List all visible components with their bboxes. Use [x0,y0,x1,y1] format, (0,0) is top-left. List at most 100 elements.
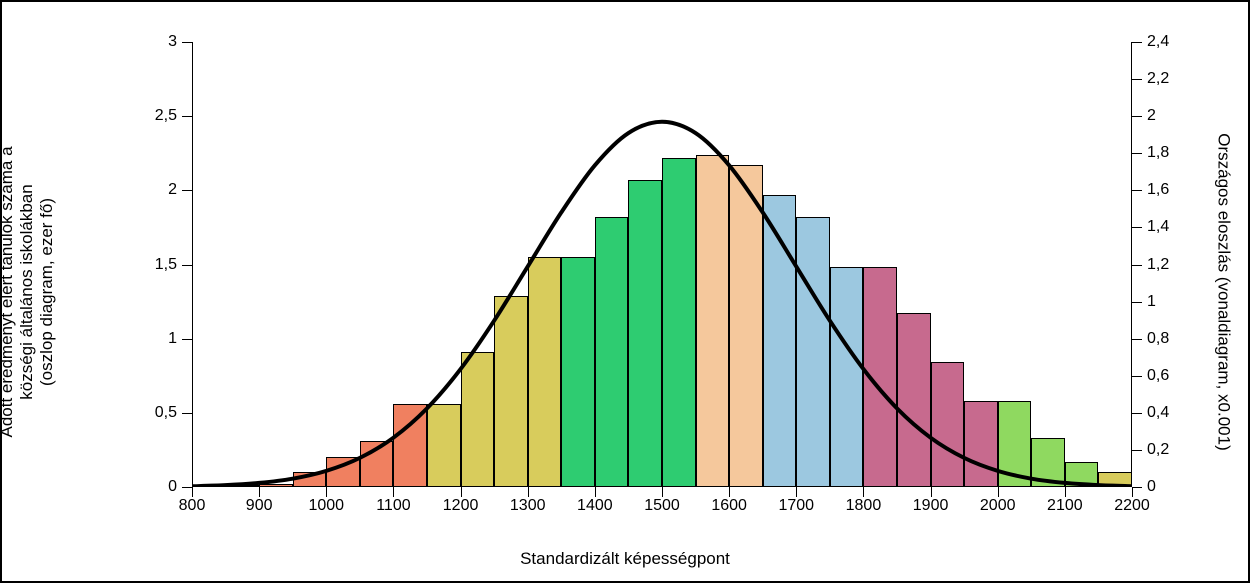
bar [1065,462,1099,487]
chart-container: 800 900 1000 1100 1200 1300 1400 1500 1600 1700 18… [0,0,1250,583]
x-tick-label: 800 [179,497,206,515]
plot-area: 8009001000110012001300140015001600170018… [192,42,1132,487]
bar [561,257,595,487]
bar [863,267,897,487]
y-right-tick-label: 1,4 [1147,218,1169,236]
bar [326,457,360,487]
x-tick-label: 1500 [644,497,680,515]
bar [259,484,293,487]
y-left-tick [182,487,192,488]
y-right-tick [1132,116,1142,117]
x-tick [595,487,596,497]
bar [830,267,864,487]
y-right-tick-label: 1,2 [1147,256,1169,274]
y-right-tick-label: 1 [1147,293,1156,311]
bar [662,158,696,487]
x-tick-label: 1400 [577,497,613,515]
bar [393,404,427,487]
y-left-tick [182,116,192,117]
y-left-tick [182,339,192,340]
y-right-tick [1132,376,1142,377]
y-left-tick [182,190,192,191]
bar [763,195,797,487]
bar [528,257,562,487]
bar [360,441,394,487]
x-tick-label: 2000 [980,497,1016,515]
y-right-tick-label: 0,4 [1147,404,1169,422]
x-tick-label: 1000 [308,497,344,515]
y-left-tick [182,265,192,266]
y-left-tick-label: 2 [168,181,177,199]
x-tick [1132,487,1133,497]
bar [998,401,1032,487]
y-right-tick [1132,190,1142,191]
y-right-tick [1132,227,1142,228]
x-tick [259,487,260,497]
x-tick [528,487,529,497]
y-right-tick [1132,153,1142,154]
y-left-tick-label: 3 [168,33,177,51]
y-right-tick [1132,79,1142,80]
bar [696,155,730,487]
bar [226,485,260,487]
y-left-tick-label: 1,5 [155,256,177,274]
x-tick-label: 1700 [778,497,814,515]
bar [427,404,461,487]
y-axis-left-line [192,42,193,487]
y-right-tick [1132,487,1142,488]
x-tick-label: 1800 [846,497,882,515]
x-tick [1065,487,1066,497]
x-tick [931,487,932,497]
y-right-tick-label: 1,6 [1147,181,1169,199]
bar [628,180,662,487]
y-right-tick-label: 2,2 [1147,70,1169,88]
y-right-tick [1132,42,1142,43]
bar [1031,438,1065,487]
x-tick [863,487,864,497]
bar [595,217,629,487]
y-left-tick-label: 2,5 [155,107,177,125]
bar [729,165,763,487]
y-left-tick-label: 0,5 [155,404,177,422]
y-right-tick-label: 0,6 [1147,367,1169,385]
x-tick [998,487,999,497]
x-tick-label: 1100 [376,497,410,515]
y-right-tick-label: 2 [1147,107,1156,125]
x-tick [393,487,394,497]
bar [796,217,830,487]
y-right-tick-label: 0 [1147,478,1156,496]
x-tick-label: 1900 [913,497,949,515]
bar [931,362,965,487]
bar [461,352,495,487]
y-right-tick [1132,265,1142,266]
y-right-tick-label: 1,8 [1147,144,1169,162]
y-left-title-line3: (oszlop diagram, ezer fő) [37,197,56,385]
x-tick-label: 1300 [510,497,546,515]
x-tick-label: 2100 [1047,497,1083,515]
bar [897,313,931,487]
y-left-title-line2: községi általános iskolákban [17,184,36,399]
bar [293,472,327,487]
y-left-tick [182,413,192,414]
y-axis-right-title: Országos eloszlás (vonaldiagram, x0.001) [1213,133,1233,450]
x-tick [326,487,327,497]
x-tick [662,487,663,497]
x-tick-label: 900 [246,497,273,515]
x-tick [729,487,730,497]
x-tick-label: 1200 [443,497,479,515]
y-right-tick-label: 0,8 [1147,330,1169,348]
bar [1098,472,1132,487]
y-right-tick [1132,413,1142,414]
y-axis-left-title: Adott eredményt elért tanulók száma a kö… [0,146,57,437]
y-left-tick-label: 1 [168,330,177,348]
bar [494,296,528,487]
x-tick [461,487,462,497]
y-left-title-line1: Adott eredményt elért tanulók száma a [0,146,16,437]
x-axis-title: Standardizált képességpont [520,549,730,569]
x-tick-label: 1600 [711,497,747,515]
x-tick-label: 2200 [1114,497,1150,515]
y-right-tick [1132,302,1142,303]
y-right-tick-label: 2,4 [1147,33,1169,51]
y-right-tick [1132,339,1142,340]
x-tick [796,487,797,497]
